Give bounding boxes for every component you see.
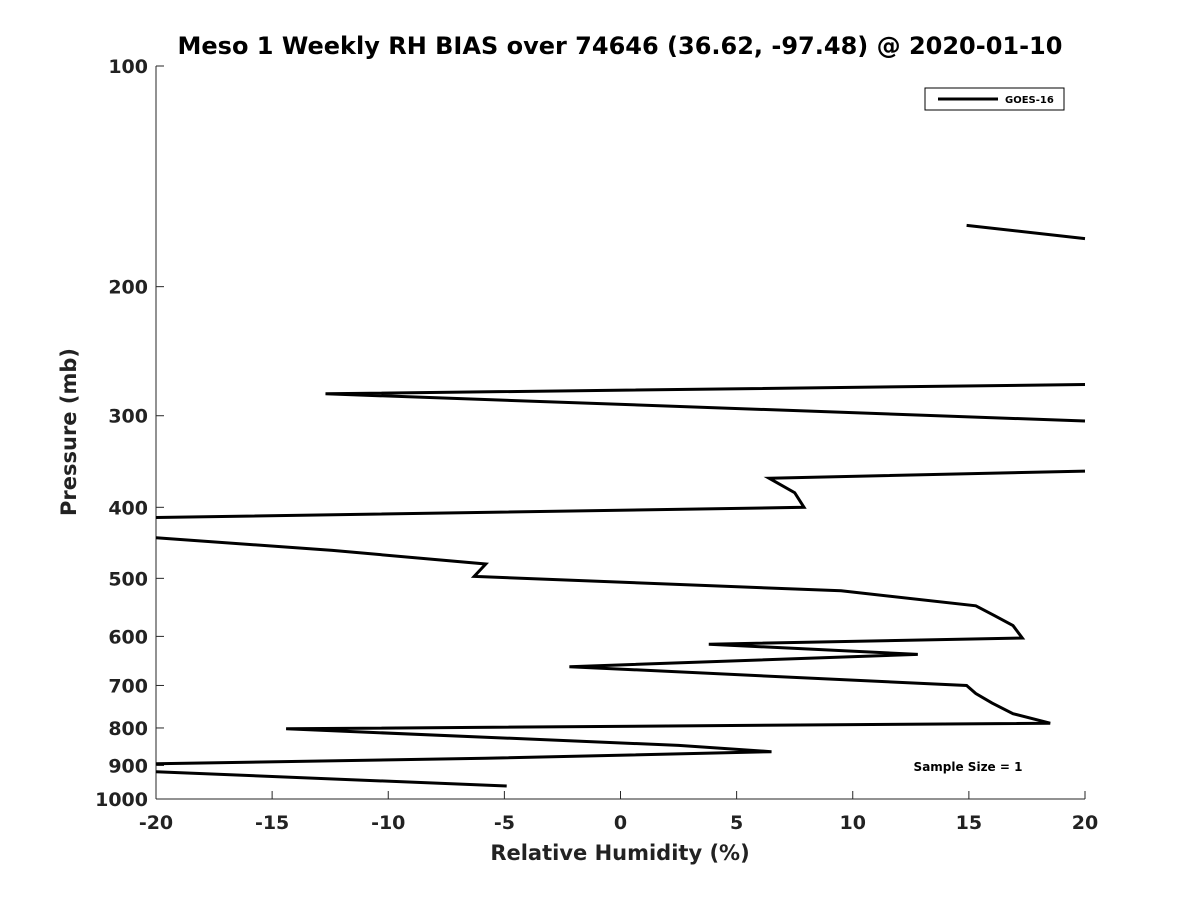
x-tick-label: -20 <box>139 812 173 834</box>
y-tick-label: 500 <box>108 568 148 590</box>
y-tick-label: 1000 <box>95 789 148 811</box>
x-tick-label: 5 <box>730 812 743 834</box>
y-tick-label: 300 <box>108 406 148 428</box>
x-tick-label: -5 <box>494 812 515 834</box>
x-tick-label: 15 <box>956 812 982 834</box>
x-tick-label: 10 <box>840 812 866 834</box>
x-tick-label: 20 <box>1072 812 1098 834</box>
legend-label-goes-16: GOES-16 <box>1005 95 1054 106</box>
series-line-goes-16 <box>155 469 1086 519</box>
y-tick-label: 400 <box>108 497 148 519</box>
legend: GOES-16 <box>924 87 1065 111</box>
y-tick-label: 600 <box>108 626 148 648</box>
y-axis-ticks: 100 200 300 400 500 600 700 800 900 1000 <box>95 56 164 811</box>
y-tick-label: 200 <box>108 277 148 299</box>
y-tick-label: 100 <box>108 56 148 78</box>
chart-title: Meso 1 Weekly RH BIAS over 74646 (36.62,… <box>178 32 1063 60</box>
series-line-goes-16 <box>155 536 1051 766</box>
x-axis-ticks: -20 -15 -10 -5 0 5 10 15 20 <box>139 791 1098 834</box>
x-tick-label: -15 <box>255 812 289 834</box>
series-line-goes-16 <box>155 770 507 788</box>
sample-size-annotation: Sample Size = 1 <box>914 760 1023 774</box>
y-tick-label: 700 <box>108 675 148 697</box>
series-line-goes-16 <box>325 383 1086 423</box>
y-tick-label: 900 <box>108 755 148 777</box>
y-tick-label: 800 <box>108 718 148 740</box>
series-line-goes-16 <box>966 223 1086 241</box>
series-lines <box>155 223 1086 788</box>
x-axis-label: Relative Humidity (%) <box>490 841 749 865</box>
x-tick-label: 0 <box>614 812 627 834</box>
x-tick-label: -10 <box>371 812 405 834</box>
y-axis-label: Pressure (mb) <box>57 348 81 516</box>
